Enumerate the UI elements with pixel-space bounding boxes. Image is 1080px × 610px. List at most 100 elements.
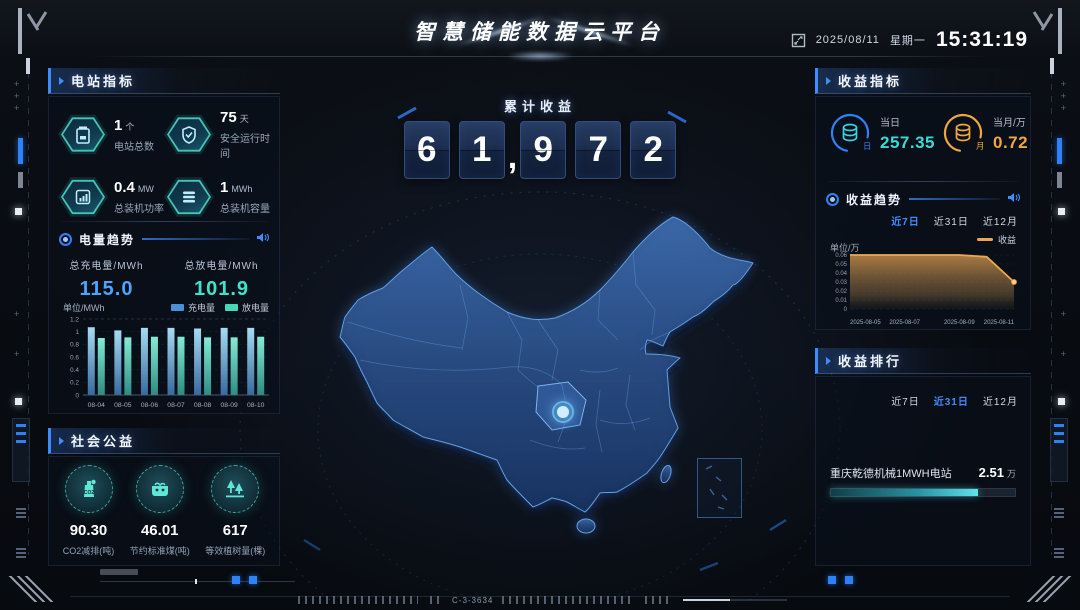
stat-safe-run-days: 75 天安全运行时间 [164,109,273,160]
revenue-area-chart: 0 0.01 0.02 0.03 0.04 0.05 0.06 2025-08-05 2025-… [835,253,1017,326]
svg-text:0.06: 0.06 [835,253,847,259]
bar-chart-unit-label: 单位/MWh [63,303,105,313]
energy-trend-title: 电量趋势 [79,232,136,247]
clock-block: 2025/08/11 星期一 15:31:19 [791,28,1028,52]
shield-check-icon [164,114,214,155]
svg-text:0.04: 0.04 [835,271,847,277]
station-revenue-value: 2.51 万 [978,465,1016,480]
page-title: 智慧储能数据云平台 [414,21,666,44]
target-icon [59,232,72,246]
ranking-progress-track [830,488,1016,497]
revenue-ranking-header: 收益排行 [815,348,1031,374]
header: 智慧储能数据云平台 2025/08/11 星期一 15:31:19 [0,0,1080,60]
stat-installed-power: 0.4 MW 总装机功率 [58,177,167,217]
footer-code: C-3-3634 [452,596,494,605]
counter-digit: 1 [458,121,505,179]
ranking-list-item[interactable]: 重庆乾德机械1MWH电站 2.51 万 [830,465,1016,497]
revenue-trend-title: 收益趋势 [846,192,903,207]
fullscreen-icon[interactable] [791,33,806,48]
svg-text:0.4: 0.4 [70,367,79,374]
energy-bar-chart: 0 0.2 0.4 0.6 0.8 1 1.2 08-04 08-05 08-06 08-07 08-… [70,316,269,409]
stat-daily-revenue: 日 当日 257.35 [822,111,935,155]
counter-digit: 9 [520,121,567,179]
time-label: 15:31:19 [935,28,1028,51]
area-chart-legend: 收益 [976,233,1016,246]
map-mainland [339,216,754,534]
svg-text:08-09: 08-09 [220,402,238,409]
svg-text:08-04: 08-04 [88,402,106,409]
map-taiwan [660,464,672,484]
tab-last-12-months[interactable]: 近12月 [982,217,1018,228]
legend-discharge[interactable]: 放电量 [224,301,269,314]
footer-square-marker [845,576,853,584]
audio-icon[interactable] [256,230,270,248]
station-metrics-header: 电站指标 [48,68,280,94]
revenue-ranking-tabs: 近7日 近31日 近12月 [891,393,1018,408]
map-hainan [576,518,596,534]
svg-text:0.01: 0.01 [835,298,847,304]
stat-monthly-revenue: 月 当月/万 0.72 [935,111,1028,155]
date-label: 2025/08/11 [815,34,880,46]
tab-last-31-days[interactable]: 近31日 [933,217,969,228]
tab-last-12-months[interactable]: 近12月 [982,397,1018,408]
revenue-metrics-card: 日 当日 257.35 月 当月/万 0.72 收益趋势 近7日 近31日 近12月… [815,96,1031,330]
svg-text:月: 月 [976,141,985,151]
corner-decoration-bottom-right [1004,576,1074,602]
counter-digit: 6 [403,121,450,179]
footer-square-marker [828,576,836,584]
svg-text:2025-08-11: 2025-08-11 [984,320,1015,326]
revenue-trend-subheader: 收益趋势 [826,190,1021,208]
svg-text:08-06: 08-06 [141,402,159,409]
station-name: 重庆乾德机械1MWH电站 [830,468,952,480]
stat-co2-reduction: CO2 90.30 CO2减排(吨) [63,465,114,557]
footer-square-marker [249,576,257,584]
stat-station-count: 1 个电站总数 [58,109,167,160]
revenue-metrics-title: 收益指标 [838,74,903,89]
footer: C-3-3634 [0,564,1080,610]
audio-icon[interactable] [1007,190,1021,208]
legend-charge[interactable]: 充电量 [170,301,215,314]
revenue-ranking-card: 近7日 近31日 近12月 重庆乾德机械1MWH电站 2.51 万 [815,376,1031,566]
footer-progress-line [683,599,787,601]
left-edge-decoration: + + + + + [6,58,40,555]
stat-trees-planted: 617 等效植树量(棵) [205,465,265,557]
svg-text:日: 日 [863,141,872,151]
social-welfare-card: CO2 90.30 CO2减排(吨) 46.01 节约标准煤(吨) 617 等效… [48,456,280,566]
ranking-progress-fill [831,489,979,496]
revenue-metrics-header: 收益指标 [815,68,1031,94]
svg-text:0.05: 0.05 [835,262,847,268]
header-glow [505,52,575,60]
south-china-sea-inset [697,458,742,518]
footer-mini-decoration [100,569,295,584]
triangle-icon [826,356,831,365]
social-welfare-header: 社会公益 [48,428,280,454]
corner-decoration-bottom-left [6,576,76,602]
tab-last-7-days[interactable]: 近7日 [891,397,920,408]
svg-text:0: 0 [75,392,79,399]
svg-text:CO2: CO2 [83,490,94,496]
svg-text:2025-08-05: 2025-08-05 [850,320,881,326]
cumulative-revenue-counter: 6 1 , 9 7 2 [0,121,1080,179]
tab-last-31-days[interactable]: 近31日 [933,397,969,408]
cumulative-revenue-title: 累计收益 [503,99,576,114]
triangle-icon [59,76,64,85]
svg-text:1.2: 1.2 [70,316,79,323]
map-province-borders [347,251,671,453]
total-discharge: 总放电量/MWh 101.9 [184,261,259,300]
total-charge: 总充电量/MWh 115.0 [69,261,144,300]
trees-icon [211,465,260,513]
counter-digit: 7 [575,121,622,179]
svg-text:08-05: 08-05 [114,402,132,409]
triangle-icon [826,76,831,85]
tab-last-7-days[interactable]: 近7日 [891,217,920,228]
coin-ring-day-icon: 日 [830,113,872,153]
svg-text:0.6: 0.6 [70,354,79,361]
counter-comma: , [507,137,518,176]
svg-text:2025-08-07: 2025-08-07 [889,320,920,326]
power-gauge-icon [58,177,108,217]
svg-text:0.8: 0.8 [70,342,79,349]
svg-text:08-08: 08-08 [194,402,212,409]
weekday-label: 星期一 [889,35,926,47]
svg-text:0.03: 0.03 [835,280,847,286]
triangle-icon [59,436,64,445]
